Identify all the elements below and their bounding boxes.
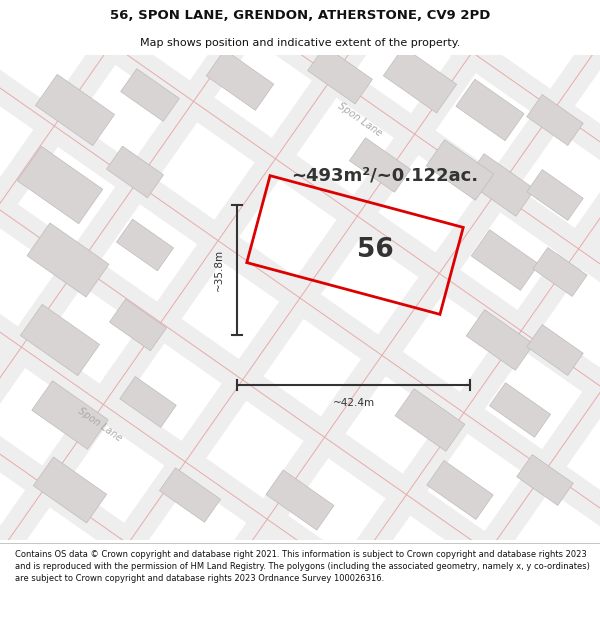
Polygon shape: [0, 0, 173, 585]
Polygon shape: [263, 0, 600, 625]
Polygon shape: [345, 0, 600, 625]
Polygon shape: [533, 248, 587, 296]
Polygon shape: [106, 146, 164, 198]
Polygon shape: [0, 0, 600, 253]
Polygon shape: [70, 0, 600, 89]
Polygon shape: [527, 324, 583, 376]
Polygon shape: [527, 94, 583, 146]
Polygon shape: [0, 0, 583, 625]
Polygon shape: [13, 0, 600, 171]
Text: ~493m²/~0.122ac.: ~493m²/~0.122ac.: [292, 166, 479, 184]
Polygon shape: [0, 425, 587, 625]
Polygon shape: [471, 229, 539, 291]
Polygon shape: [0, 179, 600, 625]
Polygon shape: [128, 0, 600, 8]
Polygon shape: [308, 46, 373, 104]
Polygon shape: [427, 461, 493, 519]
Polygon shape: [0, 0, 600, 581]
Polygon shape: [32, 381, 108, 449]
Polygon shape: [266, 470, 334, 530]
Polygon shape: [509, 68, 600, 625]
Polygon shape: [0, 589, 472, 625]
Polygon shape: [349, 138, 410, 192]
Polygon shape: [0, 261, 600, 625]
Polygon shape: [517, 454, 573, 506]
Polygon shape: [0, 507, 530, 625]
Polygon shape: [0, 0, 600, 417]
Polygon shape: [120, 377, 176, 428]
Polygon shape: [527, 169, 583, 221]
Polygon shape: [490, 382, 551, 438]
Polygon shape: [466, 309, 534, 371]
Text: Spon Lane: Spon Lane: [76, 406, 124, 444]
Polygon shape: [17, 146, 103, 224]
Polygon shape: [121, 69, 179, 121]
Polygon shape: [0, 0, 91, 528]
Polygon shape: [426, 139, 494, 201]
Text: ~35.8m: ~35.8m: [214, 249, 224, 291]
Text: Contains OS data © Crown copyright and database right 2021. This information is : Contains OS data © Crown copyright and d…: [15, 550, 590, 582]
Polygon shape: [116, 219, 173, 271]
Text: 56: 56: [356, 237, 394, 263]
Polygon shape: [181, 0, 600, 625]
Polygon shape: [27, 223, 109, 297]
Text: Spon Lane: Spon Lane: [336, 101, 384, 139]
Polygon shape: [0, 0, 419, 625]
Polygon shape: [383, 47, 457, 113]
Polygon shape: [0, 0, 600, 335]
Polygon shape: [590, 126, 600, 625]
Polygon shape: [465, 154, 535, 216]
Polygon shape: [20, 304, 100, 376]
Text: 56, SPON LANE, GRENDON, ATHERSTONE, CV9 2PD: 56, SPON LANE, GRENDON, ATHERSTONE, CV9 …: [110, 9, 490, 22]
Polygon shape: [395, 389, 465, 451]
Polygon shape: [0, 343, 600, 625]
Polygon shape: [109, 299, 167, 351]
Polygon shape: [0, 0, 10, 470]
Text: Map shows position and indicative extent of the property.: Map shows position and indicative extent…: [140, 38, 460, 48]
Polygon shape: [0, 15, 600, 625]
Polygon shape: [35, 74, 115, 146]
Polygon shape: [99, 0, 600, 625]
Polygon shape: [0, 0, 600, 499]
Text: ~42.4m: ~42.4m: [332, 398, 374, 408]
Polygon shape: [0, 0, 255, 625]
Polygon shape: [17, 0, 600, 625]
Polygon shape: [206, 49, 274, 111]
Polygon shape: [160, 468, 221, 522]
Polygon shape: [34, 457, 107, 523]
Polygon shape: [427, 11, 600, 625]
Polygon shape: [0, 0, 501, 625]
Polygon shape: [0, 97, 600, 625]
Polygon shape: [456, 79, 524, 141]
Polygon shape: [0, 0, 337, 625]
